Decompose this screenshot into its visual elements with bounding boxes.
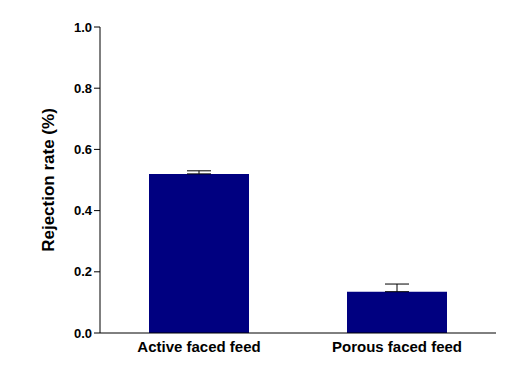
svg-text:0.2: 0.2 bbox=[74, 264, 92, 279]
svg-text:Rejection rate (%): Rejection rate (%) bbox=[39, 108, 58, 252]
svg-text:0.0: 0.0 bbox=[74, 326, 92, 341]
svg-text:0.8: 0.8 bbox=[74, 81, 92, 96]
svg-text:0.4: 0.4 bbox=[74, 203, 93, 218]
svg-text:1.0: 1.0 bbox=[74, 20, 92, 35]
svg-text:Active faced feed: Active faced feed bbox=[137, 338, 260, 355]
svg-text:0.6: 0.6 bbox=[74, 142, 92, 157]
svg-text:Porous faced feed: Porous faced feed bbox=[332, 338, 462, 355]
